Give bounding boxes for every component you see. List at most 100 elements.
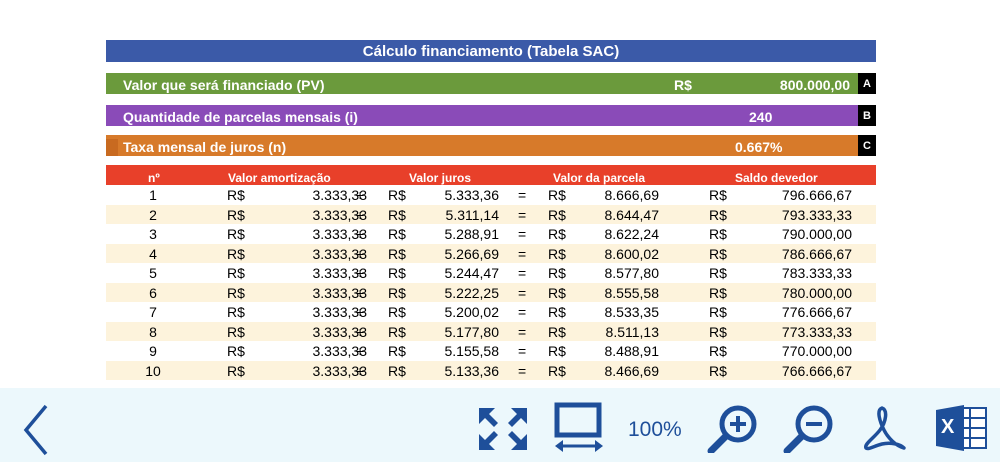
cell-n: 10 [145, 362, 161, 379]
cell-amortizacao: 3.333,33 [312, 323, 368, 340]
cell-amortizacao: 3.333,33 [312, 245, 368, 262]
cell-n: 8 [149, 323, 157, 340]
cell-currency: R$ [548, 323, 566, 340]
table-row: 4 R$ 3.333,33 + R$ 5.266,69 = R$ 8.600,02 R$ 786.6… [106, 243, 876, 263]
cell-saldo: 773.333,33 [781, 323, 852, 340]
amortization-table: nº Valor amortização Valor juros Valor d… [106, 165, 876, 380]
cell-currency: R$ [548, 226, 566, 242]
cell-currency: R$ [548, 304, 566, 320]
cell-parcela: 8.577,80 [604, 265, 660, 281]
cell-currency: R$ [227, 362, 245, 379]
cell-currency: R$ [709, 245, 727, 262]
cell-currency: R$ [709, 187, 727, 203]
cell-juros: 5.177,80 [444, 323, 500, 340]
cell-amortizacao: 3.333,33 [312, 304, 368, 320]
cell-saldo: 796.666,67 [781, 187, 852, 203]
cell-equals: = [518, 343, 527, 359]
cell-currency: R$ [227, 265, 245, 281]
cell-parcela: 8.666,69 [604, 187, 660, 203]
cell-equals: = [518, 304, 527, 320]
cell-parcela: 8.466,69 [604, 362, 660, 379]
cell-currency: R$ [548, 187, 566, 203]
cell-parcela: 8.511,13 [605, 323, 659, 340]
zoom-level: 100% [628, 418, 682, 441]
toolbar: 100% X [0, 388, 1000, 462]
cell-currency: R$ [548, 265, 566, 281]
cell-equals: = [518, 323, 527, 340]
cell-currency: R$ [388, 245, 406, 262]
cell-currency: R$ [388, 187, 406, 203]
col-juros: Valor juros [409, 171, 472, 185]
table-body: 1 R$ 3.333,33 + R$ 5.333,36 = R$ 8.666,69 R$ 796.6… [106, 185, 876, 380]
cell-amortizacao: 3.333,33 [312, 265, 368, 281]
cell-currency: R$ [227, 245, 245, 262]
cell-currency: R$ [227, 187, 245, 203]
cell-currency: R$ [388, 226, 406, 242]
cell-plus: + [356, 323, 365, 340]
pv-currency: R$ [674, 77, 692, 93]
cell-currency: R$ [709, 362, 727, 379]
cell-parcela: 8.488,91 [604, 343, 660, 359]
cell-n: 7 [149, 304, 157, 320]
cell-currency: R$ [388, 265, 406, 281]
spreadsheet-view: Cálculo financiamento (Tabela SAC) Valor… [0, 0, 1000, 388]
cell-n: 2 [149, 206, 157, 223]
cell-amortizacao: 3.333,33 [312, 284, 368, 301]
cell-currency: R$ [548, 284, 566, 301]
cell-juros: 5.200,02 [444, 304, 500, 320]
table-header: nº Valor amortização Valor juros Valor d… [106, 165, 876, 185]
parcelas-label: Quantidade de parcelas mensais (i) [123, 109, 358, 125]
taxa-value: 0.667% [735, 139, 783, 155]
cell-plus: + [356, 343, 365, 359]
zoom-in-icon[interactable] [707, 405, 759, 458]
cell-parcela: 8.600,02 [604, 245, 660, 262]
table-row: 1 R$ 3.333,33 + R$ 5.333,36 = R$ 8.666,69 R$ 796.6… [106, 185, 876, 205]
fit-width-icon[interactable] [553, 402, 605, 459]
table-row: 10 R$ 3.333,33 + R$ 5.133,36 = R$ 8.466,69 R$ 766.… [106, 360, 876, 380]
cell-currency: R$ [709, 304, 727, 320]
cell-amortizacao: 3.333,33 [312, 187, 368, 203]
taxa-stripe [106, 139, 118, 156]
fullscreen-icon[interactable] [477, 406, 529, 457]
cell-juros: 5.222,25 [444, 284, 500, 301]
cell-equals: = [518, 265, 527, 281]
excel-icon[interactable]: X [934, 402, 988, 459]
cell-saldo: 786.666,67 [781, 245, 852, 262]
cell-currency: R$ [388, 206, 406, 223]
cell-parcela: 8.622,24 [604, 226, 660, 242]
cell-n: 5 [149, 265, 157, 281]
cell-n: 4 [149, 245, 157, 262]
cell-plus: + [356, 226, 365, 242]
back-chevron-icon[interactable] [22, 404, 50, 461]
cell-parcela: 8.533,35 [604, 304, 660, 320]
cell-currency: R$ [227, 343, 245, 359]
cell-plus: + [356, 265, 365, 281]
cell-amortizacao: 3.333,33 [312, 226, 368, 242]
zoom-out-icon[interactable] [783, 405, 835, 458]
cell-saldo: 770.000,00 [781, 343, 852, 359]
parcelas-value: 240 [749, 109, 773, 125]
cell-equals: = [518, 226, 527, 242]
table-row: 8 R$ 3.333,33 + R$ 5.177,80 = R$ 8.511,13 R$ 773.3… [106, 321, 876, 341]
pv-value: 800.000,00 [779, 77, 850, 93]
cell-plus: + [356, 284, 365, 301]
cell-parcela: 8.555,58 [604, 284, 660, 301]
cell-currency: R$ [227, 284, 245, 301]
cell-n: 6 [149, 284, 157, 301]
cell-currency: R$ [388, 323, 406, 340]
cell-saldo: 790.000,00 [781, 226, 852, 242]
cell-currency: R$ [709, 206, 727, 223]
taxa-row: Taxa mensal de juros (n) 0.667% C [106, 135, 876, 156]
parcelas-row: Quantidade de parcelas mensais (i) 240 B [106, 105, 876, 126]
cell-equals: = [518, 245, 527, 262]
cell-currency: R$ [709, 265, 727, 281]
cell-plus: + [356, 187, 365, 203]
cell-n: 1 [149, 187, 157, 203]
cell-saldo: 783.333,33 [781, 265, 852, 281]
cell-juros: 5.288,91 [444, 226, 500, 242]
pdf-icon[interactable] [860, 404, 910, 459]
parcelas-letter-badge: B [858, 105, 876, 126]
cell-parcela: 8.644,47 [604, 206, 660, 223]
sheet-title-text: Cálculo financiamento (Tabela SAC) [362, 43, 620, 60]
pv-letter-badge: A [858, 73, 876, 94]
